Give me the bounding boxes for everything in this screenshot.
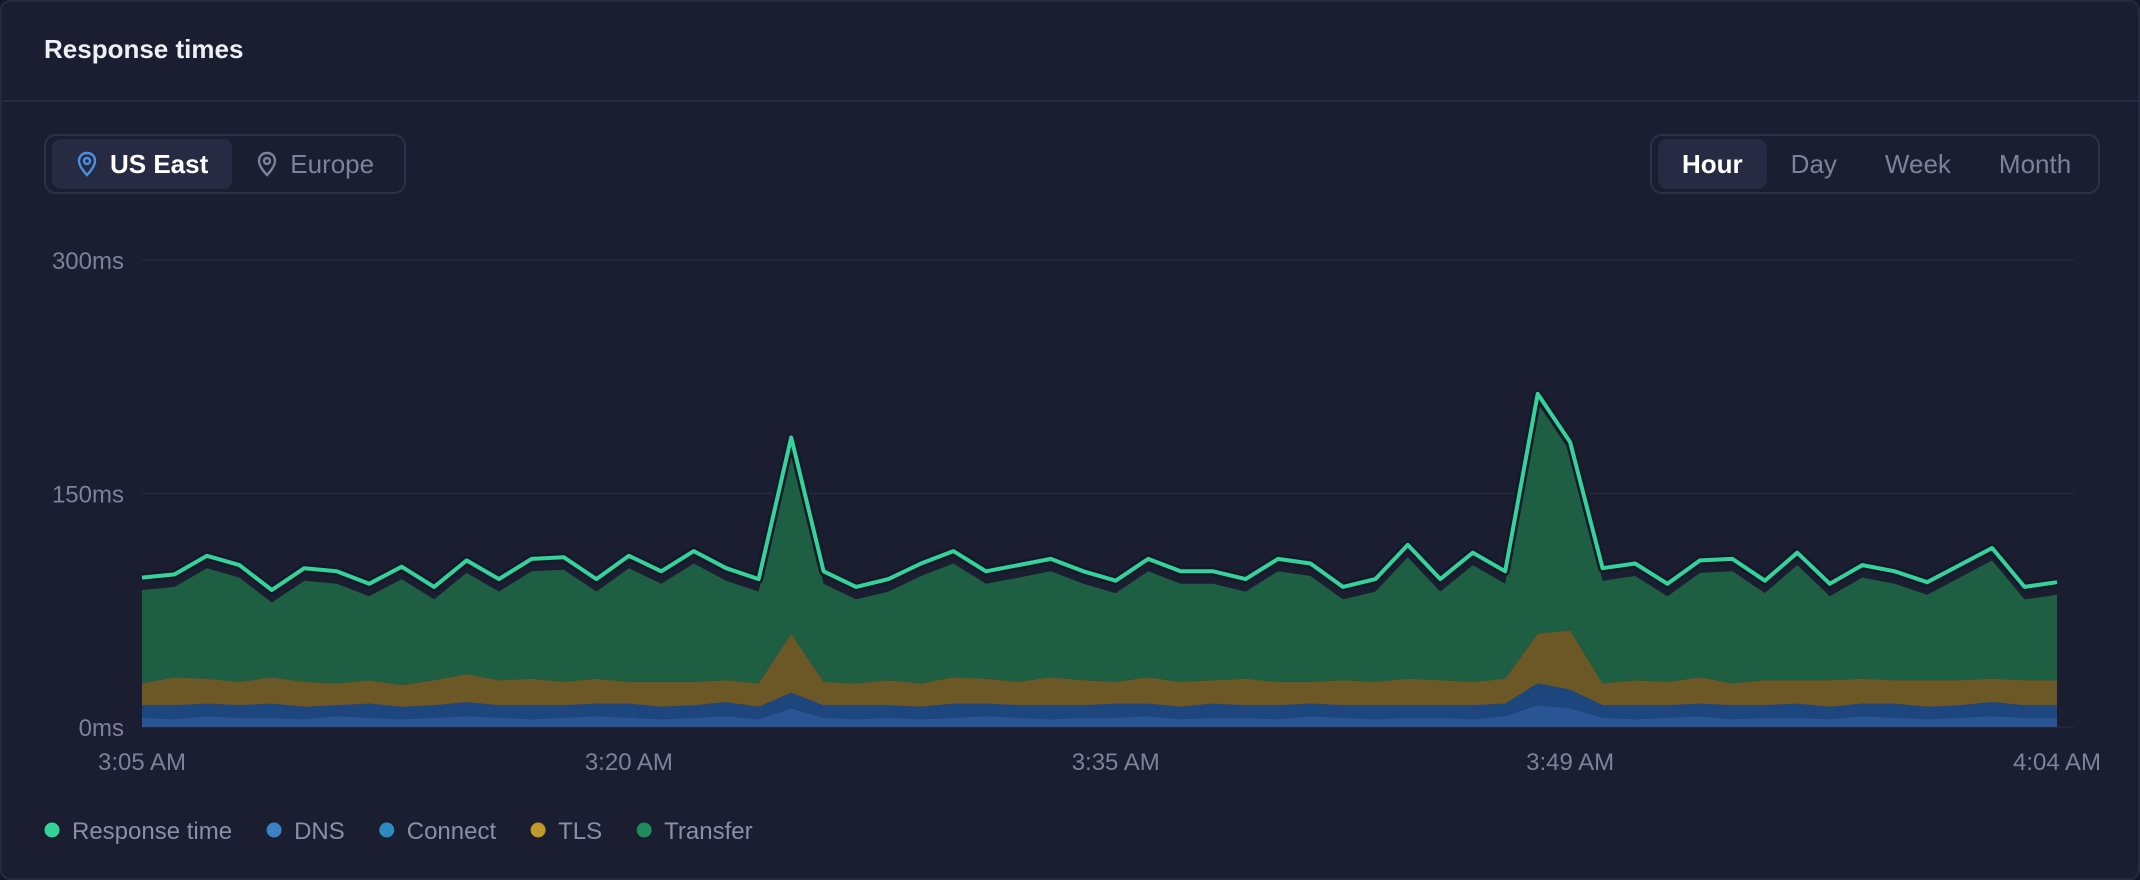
y-tick-label: 0ms [79, 715, 124, 742]
legend-label: Transfer [664, 818, 752, 845]
area [142, 705, 2057, 727]
legend-dot [636, 822, 652, 838]
region-switch: US East Europe [44, 134, 407, 194]
card-title: Response times [44, 34, 244, 64]
legend-label: Response time [72, 818, 232, 845]
legend-dot [530, 822, 546, 838]
x-tick-label: 4:04 AM [2013, 749, 2101, 776]
area [142, 683, 2057, 720]
range-switch: Hour Day Week Month [1650, 134, 2100, 194]
legend-label: DNS [294, 818, 345, 845]
x-tick-label: 3:05 AM [98, 749, 186, 776]
x-tick-label: 3:35 AM [1072, 749, 1160, 776]
y-tick-label: 150ms [52, 482, 124, 509]
range-button[interactable]: Day [1790, 148, 1837, 179]
line-shadow [141, 389, 2058, 595]
pin-icon [258, 151, 277, 177]
range-button[interactable]: Month [1998, 148, 2072, 179]
area [142, 630, 2057, 707]
legend-label: Connect [407, 818, 497, 845]
legend-dot [379, 822, 395, 838]
region-label: US East [110, 148, 209, 179]
x-tick-label: 3:20 AM [585, 749, 673, 776]
region-button[interactable]: US East [52, 139, 233, 189]
range-button[interactable]: Hour [1658, 139, 1767, 189]
card-header: Response times [2, 2, 2138, 102]
x-tick-label: 3:49 AM [1526, 749, 1614, 776]
pin-icon [77, 151, 97, 177]
region-label: Europe [290, 148, 375, 179]
region-button[interactable]: Europe [232, 139, 398, 189]
legend-dot [266, 822, 282, 838]
area [142, 403, 2057, 685]
legend-dot [44, 822, 60, 838]
y-tick-label: 300ms [52, 248, 124, 275]
range-button[interactable]: Week [1884, 148, 1951, 179]
line [141, 391, 2058, 592]
legend-label: TLS [558, 818, 602, 845]
